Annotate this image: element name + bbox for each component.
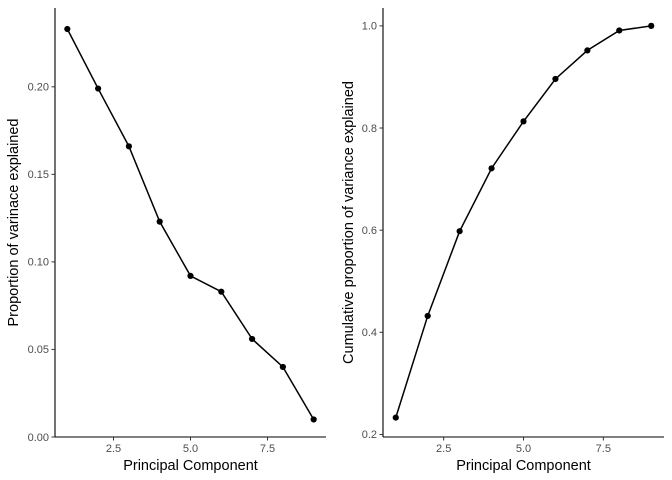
cumulative-x-axis-title: Principal Component [456,458,591,474]
variance-y-tick-label: 0.10 [28,257,49,269]
variance-data-point [218,288,225,295]
variance-data-point [310,416,317,423]
variance-data-point [248,335,256,343]
variance-x-axis-title: Principal Component [123,458,258,474]
variance-y-tick-label: 0.00 [28,432,49,444]
variance-data-point [279,363,286,371]
variance-x-tick-label: 7.5 [260,443,275,455]
cumulative-y-tick-label: 1.0 [362,21,377,33]
cumulative-y-tick-label: 0.2 [362,429,377,441]
cumulative-y-tick-label: 0.6 [362,225,377,237]
cumulative-data-point [488,165,495,172]
cumulative-data-point [552,75,559,83]
variance-y-axis-title: Proportion of varinace explained [6,119,22,327]
variance-y-tick-label: 0.05 [28,344,49,356]
variance-y-tick-label: 0.20 [28,82,49,94]
cumulative-y-tick-label: 0.8 [362,123,377,135]
variance-data-point [156,218,163,225]
variance-data-point [125,143,133,150]
cumulative-data-point [648,22,655,29]
variance-data-point [95,85,102,92]
cumulative-x-tick-label: 2.5 [436,443,451,455]
variance-data-point [187,272,194,280]
cumulative-data-point [456,228,463,235]
variance-x-tick-label: 2.5 [106,443,121,455]
cumulative-data-point [584,47,591,54]
cumulative-y-axis-title: Cumulative proportion of variance explai… [341,81,357,364]
cumulative-data-point [424,312,431,320]
variance-series-line [66,28,315,420]
variance-y-tick-label: 0.15 [28,169,49,181]
cumulative-data-point [392,414,399,421]
variance-data-point [64,25,71,33]
cumulative-data-point [520,118,527,125]
cumulative-x-tick-label: 7.5 [596,443,611,455]
variance-x-tick-label: 5.0 [183,443,198,455]
cumulative-series-line [395,25,652,418]
cumulative-data-point [616,27,623,34]
cumulative-variance-panel: 0.2 0.4 0.6 0.8 1.0 2.5 5.0 7.5 Principal Compon… [341,8,664,474]
cumulative-x-tick-label: 5.0 [516,443,531,455]
cumulative-y-tick-label: 0.4 [362,327,377,339]
